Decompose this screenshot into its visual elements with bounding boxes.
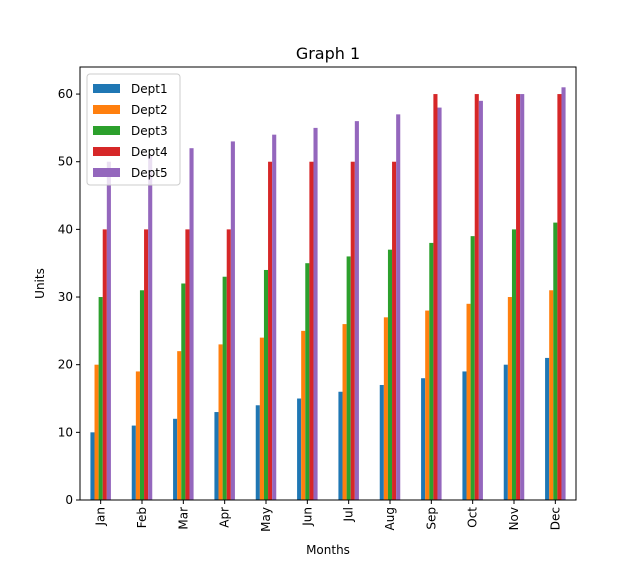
bar-dept3-oct: [470, 236, 475, 500]
bar-dept1-oct: [462, 371, 467, 500]
y-tick-label: 30: [58, 290, 73, 304]
legend-swatch-dept2: [93, 105, 120, 114]
bar-dept2-oct: [466, 303, 471, 500]
bar-dept3-jan: [98, 297, 103, 500]
legend-swatch-dept5: [93, 168, 120, 177]
bar-dept4-aug: [392, 161, 397, 500]
bar-dept4-jan: [102, 229, 107, 501]
bar-dept3-jun: [305, 263, 310, 500]
y-axis-label: Units: [33, 268, 47, 299]
bar-dept4-nov: [516, 94, 521, 500]
bar-dept4-jul: [350, 161, 355, 500]
bar-dept4-mar: [185, 229, 190, 501]
bar-dept4-jun: [309, 161, 314, 500]
y-tick-label: 60: [58, 87, 73, 101]
axes-layer: 0 10 20 30 40 50 60 Jan Feb Mar Apr May Jun Jul Aug Sep…: [58, 66, 577, 532]
bar-dept3-jul: [346, 256, 351, 500]
legend-label-dept5: Dept5: [131, 166, 168, 180]
y-tick-label: 50: [58, 155, 73, 169]
bar-dept5-apr: [230, 141, 235, 501]
bar-dept5-nov: [520, 94, 525, 500]
bar-dept4-oct: [474, 94, 479, 500]
legend-label-dept2: Dept2: [131, 103, 168, 117]
x-tick-label-mar: Mar: [176, 507, 190, 530]
bar-dept1-aug: [379, 384, 384, 500]
y-tick-label: 10: [58, 425, 73, 439]
bar-dept3-mar: [181, 283, 186, 500]
bar-dept3-may: [263, 269, 269, 500]
bar-dept2-feb: [135, 371, 140, 500]
bar-dept5-jan: [106, 161, 111, 500]
bar-dept5-may: [272, 134, 277, 500]
bar-dept3-apr: [222, 276, 227, 500]
legend-swatch-dept3: [93, 126, 120, 135]
legend-label-dept4: Dept4: [131, 145, 168, 159]
bar-dept4-may: [268, 161, 273, 500]
bar-dept2-apr: [218, 344, 223, 500]
bar-dept2-may: [259, 337, 264, 501]
bar-dept2-mar: [177, 351, 182, 500]
bar-dept5-aug: [396, 114, 401, 501]
bar-dept2-jan: [94, 364, 99, 500]
legend-label-dept3: Dept3: [131, 124, 168, 138]
legend-label-dept1: Dept1: [131, 82, 168, 96]
bar-dept1-jun: [297, 398, 302, 500]
legend-swatch-dept1: [93, 84, 120, 93]
x-tick-label-jul: Jul: [342, 507, 356, 522]
bar-dept2-aug: [383, 317, 388, 500]
x-tick-label-oct: Oct: [466, 507, 480, 528]
bar-dept4-dec: [557, 94, 562, 500]
bar-dept5-oct: [478, 100, 483, 500]
bar-dept1-nov: [503, 364, 508, 500]
bar-dept3-dec: [553, 222, 558, 501]
bar-dept2-jun: [301, 330, 306, 500]
chart-title: Graph 1: [296, 44, 360, 63]
bar-dept2-jul: [342, 324, 347, 500]
bar-dept1-feb: [131, 425, 136, 500]
y-tick-label: 20: [58, 358, 73, 372]
bar-dept1-mar: [173, 418, 178, 500]
bar-dept2-dec: [549, 290, 554, 500]
bar-dept4-feb: [144, 229, 149, 501]
bar-dept1-apr: [214, 412, 219, 500]
bar-dept3-sep: [429, 242, 434, 500]
x-tick-label-may: May: [259, 507, 273, 532]
bar-dept2-nov: [507, 297, 512, 500]
x-tick-label-apr: Apr: [218, 507, 232, 528]
y-tick-label: 40: [58, 222, 73, 236]
x-tick-label-jan: Jan: [94, 507, 108, 527]
x-tick-label-dec: Dec: [548, 507, 562, 530]
x-tick-label-nov: Nov: [507, 507, 521, 530]
bar-dept2-sep: [425, 310, 430, 500]
bar-dept5-jul: [354, 121, 359, 501]
bar-dept5-jun: [313, 127, 318, 500]
bar-dept1-jan: [90, 432, 95, 500]
y-tick-label: 0: [65, 493, 73, 507]
bar-dept3-aug: [387, 249, 393, 500]
bar-dept1-may: [255, 405, 260, 500]
bar-dept3-nov: [511, 229, 517, 501]
legend-swatch-dept4: [93, 147, 120, 156]
x-axis-label: Months: [306, 543, 350, 557]
bar-dept1-sep: [421, 378, 426, 500]
x-tick-label-sep: Sep: [424, 507, 438, 530]
bar-dept5-dec: [561, 87, 566, 501]
x-tick-label-aug: Aug: [383, 507, 397, 530]
bar-dept5-feb: [148, 154, 153, 500]
legend-box: [86, 73, 181, 186]
x-tick-label-feb: Feb: [135, 507, 149, 528]
bar-dept3-feb: [139, 290, 145, 500]
bar-dept4-apr: [226, 229, 231, 501]
bar-dept1-dec: [545, 357, 550, 500]
bar-dept1-jul: [338, 391, 343, 500]
bars-layer: [90, 87, 566, 501]
legend: Dept1 Dept2 Dept3 Dept4 Dept5: [86, 73, 181, 186]
bar-dept5-sep: [437, 107, 442, 500]
plot-frame: [79, 66, 577, 501]
bar-dept5-mar: [189, 148, 194, 500]
bar-dept4-sep: [433, 94, 438, 500]
x-tick-label-jun: Jun: [300, 507, 314, 527]
